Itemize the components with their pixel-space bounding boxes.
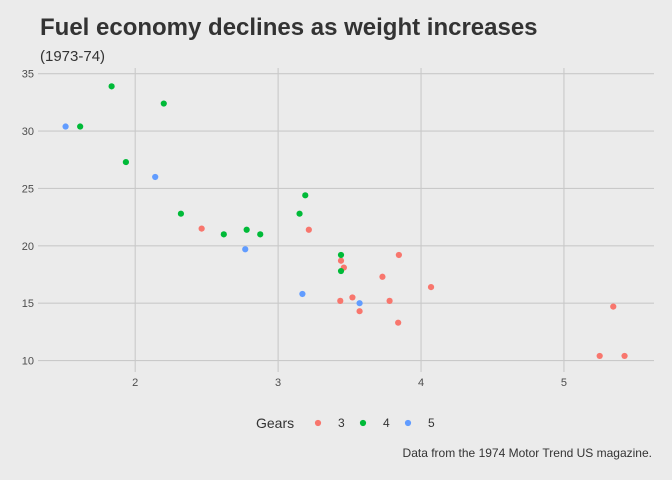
legend-key-gear-4 (359, 419, 367, 427)
data-point-gear-3 (349, 294, 356, 301)
data-point-gear-4 (160, 100, 167, 107)
data-point-gear-4 (296, 210, 303, 217)
x-tick-label: 5 (561, 377, 567, 389)
y-tick-label: 30 (22, 126, 34, 138)
data-point-gear-4 (257, 231, 264, 238)
y-tick-label: 35 (22, 69, 34, 81)
data-point-gear-5 (356, 300, 363, 307)
data-point-gear-5 (299, 290, 306, 298)
data-point-gear-5 (62, 123, 69, 130)
y-tick-label: 10 (22, 356, 34, 368)
data-point-gear-4 (243, 226, 250, 233)
data-point-gear-3 (610, 303, 617, 310)
x-tick-labels: 2 3 4 5 (132, 377, 567, 389)
data-point-gear-3 (305, 226, 312, 233)
data-point-gear-3 (198, 225, 205, 232)
data-point-gear-3 (337, 257, 345, 264)
chart-subtitle: (1973-74) (40, 48, 106, 65)
grid-layer (38, 68, 654, 372)
data-points (62, 83, 628, 360)
x-tick-label: 3 (275, 377, 281, 389)
x-tick-label: 2 (132, 377, 138, 389)
y-tick-label: 15 (22, 298, 34, 310)
chart-caption: Data from the 1974 Motor Trend US magazi… (402, 446, 652, 460)
data-point-gear-3 (379, 273, 386, 280)
legend-title: Gears (256, 415, 294, 431)
data-point-gear-5 (242, 246, 249, 253)
data-point-gear-3 (337, 297, 344, 304)
data-point-gear-4 (122, 158, 129, 166)
data-point-gear-3 (395, 251, 402, 259)
x-tick-label: 4 (418, 377, 424, 389)
data-point-gear-4 (177, 210, 185, 217)
legend-key-gear-3 (314, 419, 322, 427)
data-point-gear-3 (356, 308, 363, 315)
data-point-gear-4 (77, 123, 84, 130)
y-tick-labels: 10 15 20 25 30 35 (22, 69, 34, 368)
data-point-gear-3 (596, 352, 603, 360)
data-point-gear-4 (220, 231, 227, 238)
y-tick-label: 20 (22, 241, 34, 253)
chart-title: Fuel economy declines as weight increase… (40, 14, 538, 41)
legend-label-gear-4: 4 (383, 416, 390, 430)
legend-label-gear-3: 3 (338, 416, 345, 430)
data-point-gear-3 (386, 297, 393, 304)
data-point-gear-3 (621, 352, 628, 360)
legend-key-gear-5 (404, 419, 412, 427)
legend-label-gear-5: 5 (428, 416, 435, 430)
data-point-gear-3 (395, 319, 402, 326)
y-tick-label: 25 (22, 183, 34, 195)
legend: Gears 3 4 5 (256, 415, 435, 431)
data-point-gear-3 (427, 284, 435, 291)
data-point-gear-4 (108, 83, 115, 90)
data-point-gear-4 (337, 267, 345, 275)
data-point-gear-4 (337, 251, 345, 259)
data-point-gear-5 (152, 173, 159, 181)
data-point-gear-4 (302, 192, 309, 199)
